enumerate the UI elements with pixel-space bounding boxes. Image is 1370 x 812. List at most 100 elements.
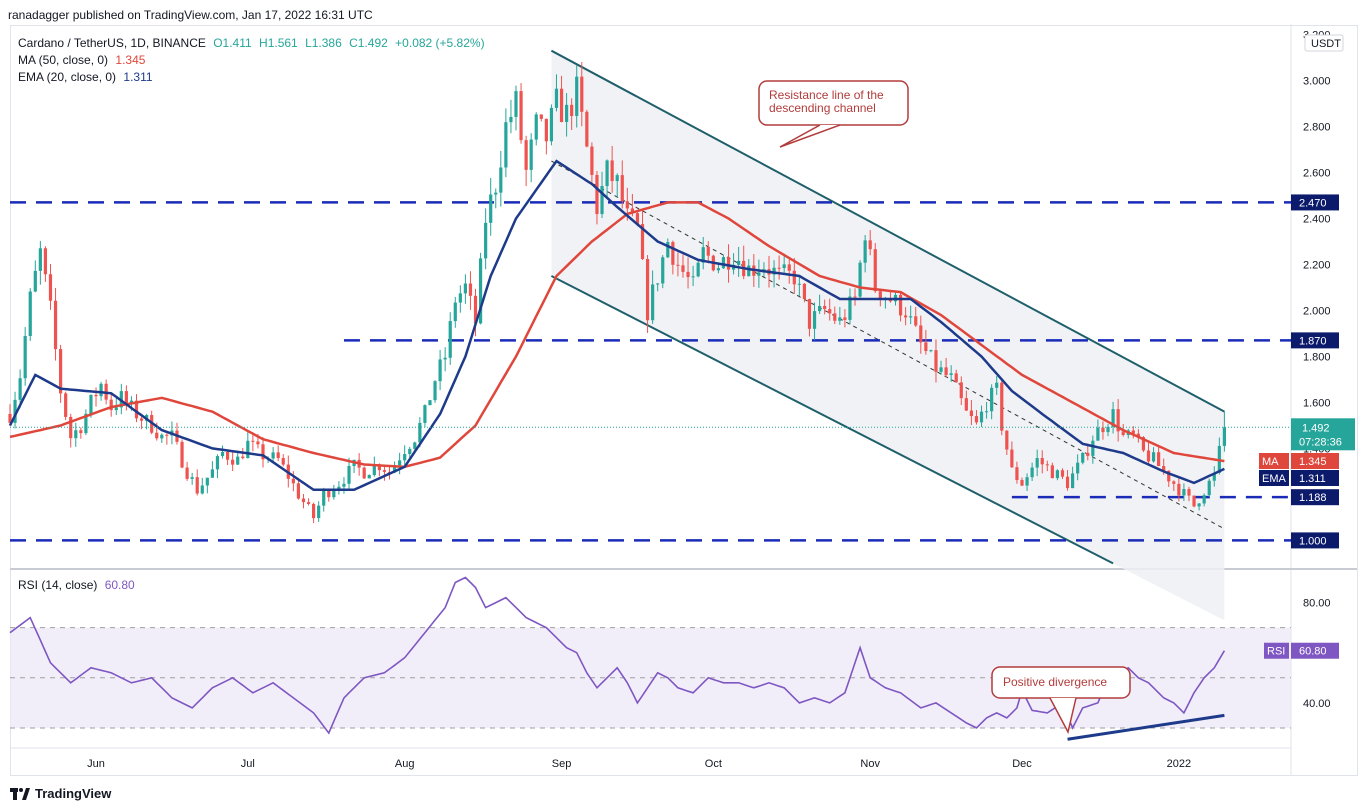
candle	[919, 315, 923, 354]
candle-body	[954, 373, 958, 383]
candle-body	[1106, 426, 1110, 433]
candle	[691, 265, 695, 286]
candle	[954, 369, 958, 383]
candle-body	[413, 442, 417, 449]
candle	[18, 369, 22, 409]
candle	[180, 439, 184, 469]
candle	[175, 422, 179, 445]
candle-body	[787, 264, 791, 271]
candle-body	[1035, 458, 1039, 468]
candle	[332, 484, 336, 500]
candle-body	[539, 114, 543, 119]
candle	[215, 454, 220, 479]
candle	[585, 109, 589, 148]
rsi-legend[interactable]: RSI (14, close) 60.80	[18, 578, 139, 592]
symbol-name[interactable]: Cardano / TetherUS, 1D, BINANCE	[18, 36, 206, 50]
candle-body	[706, 247, 710, 256]
last-price-tag-bg	[1291, 418, 1355, 451]
candle	[160, 433, 164, 443]
candle	[777, 255, 781, 280]
candle-body	[79, 430, 83, 434]
candle	[317, 501, 321, 522]
candle-body	[909, 316, 913, 318]
ema-tag-value-bg	[1291, 470, 1339, 486]
candle	[1000, 379, 1004, 436]
candle-body	[549, 107, 554, 142]
candle	[661, 255, 665, 289]
candle-body	[317, 505, 321, 519]
candle	[1015, 461, 1019, 484]
candle-body	[565, 104, 569, 122]
price-tick-label: 3.000	[1303, 76, 1331, 88]
candle-body	[1040, 458, 1044, 465]
candle	[1207, 478, 1211, 498]
candle	[185, 461, 189, 481]
channel-resistance-line	[550, 49, 1225, 413]
candle-body	[620, 175, 624, 202]
candle-body	[109, 399, 113, 411]
divergence-callout-pointer	[1049, 697, 1077, 735]
candle	[914, 306, 918, 328]
candle-body	[367, 475, 371, 479]
candle-body	[681, 265, 685, 272]
brand-name: TradingView	[35, 786, 112, 801]
candle-body	[939, 367, 943, 372]
candle-body	[605, 160, 609, 187]
candle	[1060, 468, 1065, 480]
candle	[225, 450, 230, 465]
candle-body	[200, 485, 204, 494]
candle-body	[99, 383, 103, 397]
candle	[549, 104, 554, 146]
level-tag: 1.188	[1291, 489, 1339, 506]
candle-body	[114, 407, 118, 411]
ma-tag-name: MA	[1262, 456, 1279, 468]
candle-body	[1010, 449, 1014, 468]
time-tick-label: Aug	[395, 758, 415, 770]
candle-body	[625, 201, 629, 209]
candle	[909, 305, 913, 325]
candle-body	[959, 382, 963, 399]
candle	[620, 160, 624, 209]
candle	[676, 252, 680, 277]
candle-body	[807, 299, 812, 329]
candle-body	[570, 104, 574, 116]
candle	[448, 312, 452, 365]
time-tick-label: Jun	[87, 758, 105, 770]
tradingview-footer[interactable]: TradingView	[10, 786, 111, 801]
candle-body	[195, 477, 199, 494]
candle-body	[246, 440, 250, 459]
candle	[701, 237, 705, 270]
candle-body	[43, 248, 48, 275]
ema-tag-name-bg	[1259, 470, 1289, 486]
candle	[645, 255, 650, 333]
candle-body	[580, 76, 584, 112]
candle	[787, 259, 791, 284]
rsi-tag-value-bg	[1291, 642, 1339, 659]
candle	[1151, 447, 1156, 463]
candle	[220, 445, 225, 459]
candle	[1131, 426, 1135, 439]
ema-tag-value: 1.311	[1299, 473, 1326, 485]
candle	[737, 247, 741, 277]
level-tag-bg	[1291, 532, 1339, 549]
candle	[261, 437, 265, 468]
time-axis-ticks: Jun Jul Aug Sep Oct Nov Dec 2022	[87, 758, 1191, 770]
candle	[979, 405, 984, 427]
rsi-tag-value: 60.80	[1299, 646, 1327, 658]
ma-label: MA (50, close, 0)	[18, 53, 109, 67]
rsi-axis-ticks: 80.00 40.00	[1303, 598, 1331, 710]
candle	[843, 309, 847, 328]
rsi-value: 60.80	[104, 578, 135, 592]
candle-body	[347, 466, 351, 484]
candle	[200, 477, 204, 495]
candle-body	[301, 498, 306, 503]
candle	[84, 409, 88, 436]
candle	[868, 230, 872, 256]
candle-body	[696, 262, 700, 277]
ma-legend[interactable]: MA (50, close, 0) 1.345	[18, 53, 149, 67]
candle	[347, 457, 351, 490]
candle	[1005, 430, 1009, 455]
price-tick-label: 2.800	[1303, 122, 1331, 134]
ema-legend[interactable]: EMA (20, close, 0) 1.311	[18, 70, 157, 84]
